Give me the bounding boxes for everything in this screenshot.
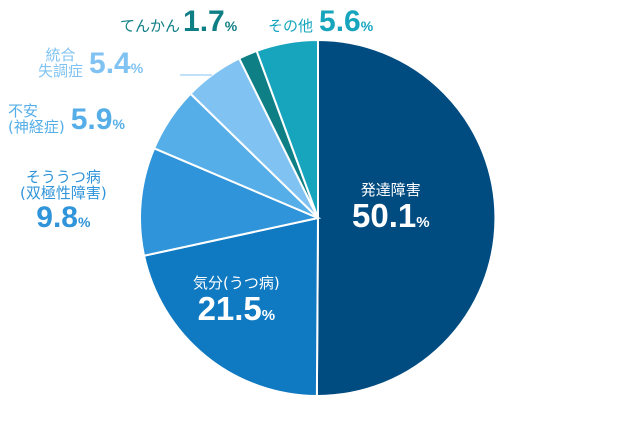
label-bipolar: そううつ病 (双極性障害) 9.8% [20, 168, 107, 234]
label-mood-value: 21.5 [197, 289, 262, 327]
label-mood: 気分(うつ病) 21.5% [193, 274, 280, 327]
label-anxiety-name-1: 不安 [8, 102, 39, 120]
label-mood-unit: % [261, 306, 276, 324]
pie-slice-other [255, 38, 319, 219]
label-epilepsy-value: 1.7 [183, 5, 225, 38]
label-epilepsy-unit: % [224, 18, 238, 34]
label-developmental-value: 50.1 [352, 196, 417, 234]
pie-slice-developmental [315, 38, 497, 398]
pie-slice-bipolar [139, 147, 322, 257]
label-epilepsy-name: てんかん [120, 16, 181, 35]
label-other-value: 5.6 [319, 5, 361, 38]
label-anxiety: 不安 (神経症) 5.9% [8, 102, 125, 136]
label-bipolar-value: 9.8 [36, 200, 78, 234]
label-anxiety-unit: % [112, 116, 125, 132]
label-anxiety-name-2: (神経症) [8, 117, 65, 136]
label-developmental-unit: % [416, 213, 430, 231]
label-other: その他 5.6% [268, 6, 373, 38]
label-developmental-name: 発達障害 [360, 181, 421, 199]
label-schizophrenia-value: 5.4 [89, 47, 131, 80]
label-other-name: その他 [268, 16, 314, 35]
label-schizophrenia-name-2: 失調症 [38, 61, 84, 80]
pie-slice-mood [142, 216, 320, 398]
label-mood-name: 気分(うつ病) [193, 274, 280, 292]
label-bipolar-name-2: (双極性障害) [20, 183, 107, 202]
label-schizophrenia: 統合 失調症 5.4% [38, 46, 144, 80]
label-bipolar-name-1: そううつ病 [25, 168, 101, 186]
label-developmental: 発達障害 50.1% [352, 181, 430, 234]
label-bipolar-unit: % [77, 213, 91, 230]
pie-slices [139, 38, 497, 398]
label-epilepsy: てんかん 1.7% [120, 6, 237, 38]
label-schizophrenia-name-1: 統合 [45, 46, 76, 64]
label-anxiety-value: 5.9 [70, 103, 113, 136]
label-schizophrenia-unit: % [130, 60, 144, 76]
label-other-unit: % [360, 18, 374, 34]
